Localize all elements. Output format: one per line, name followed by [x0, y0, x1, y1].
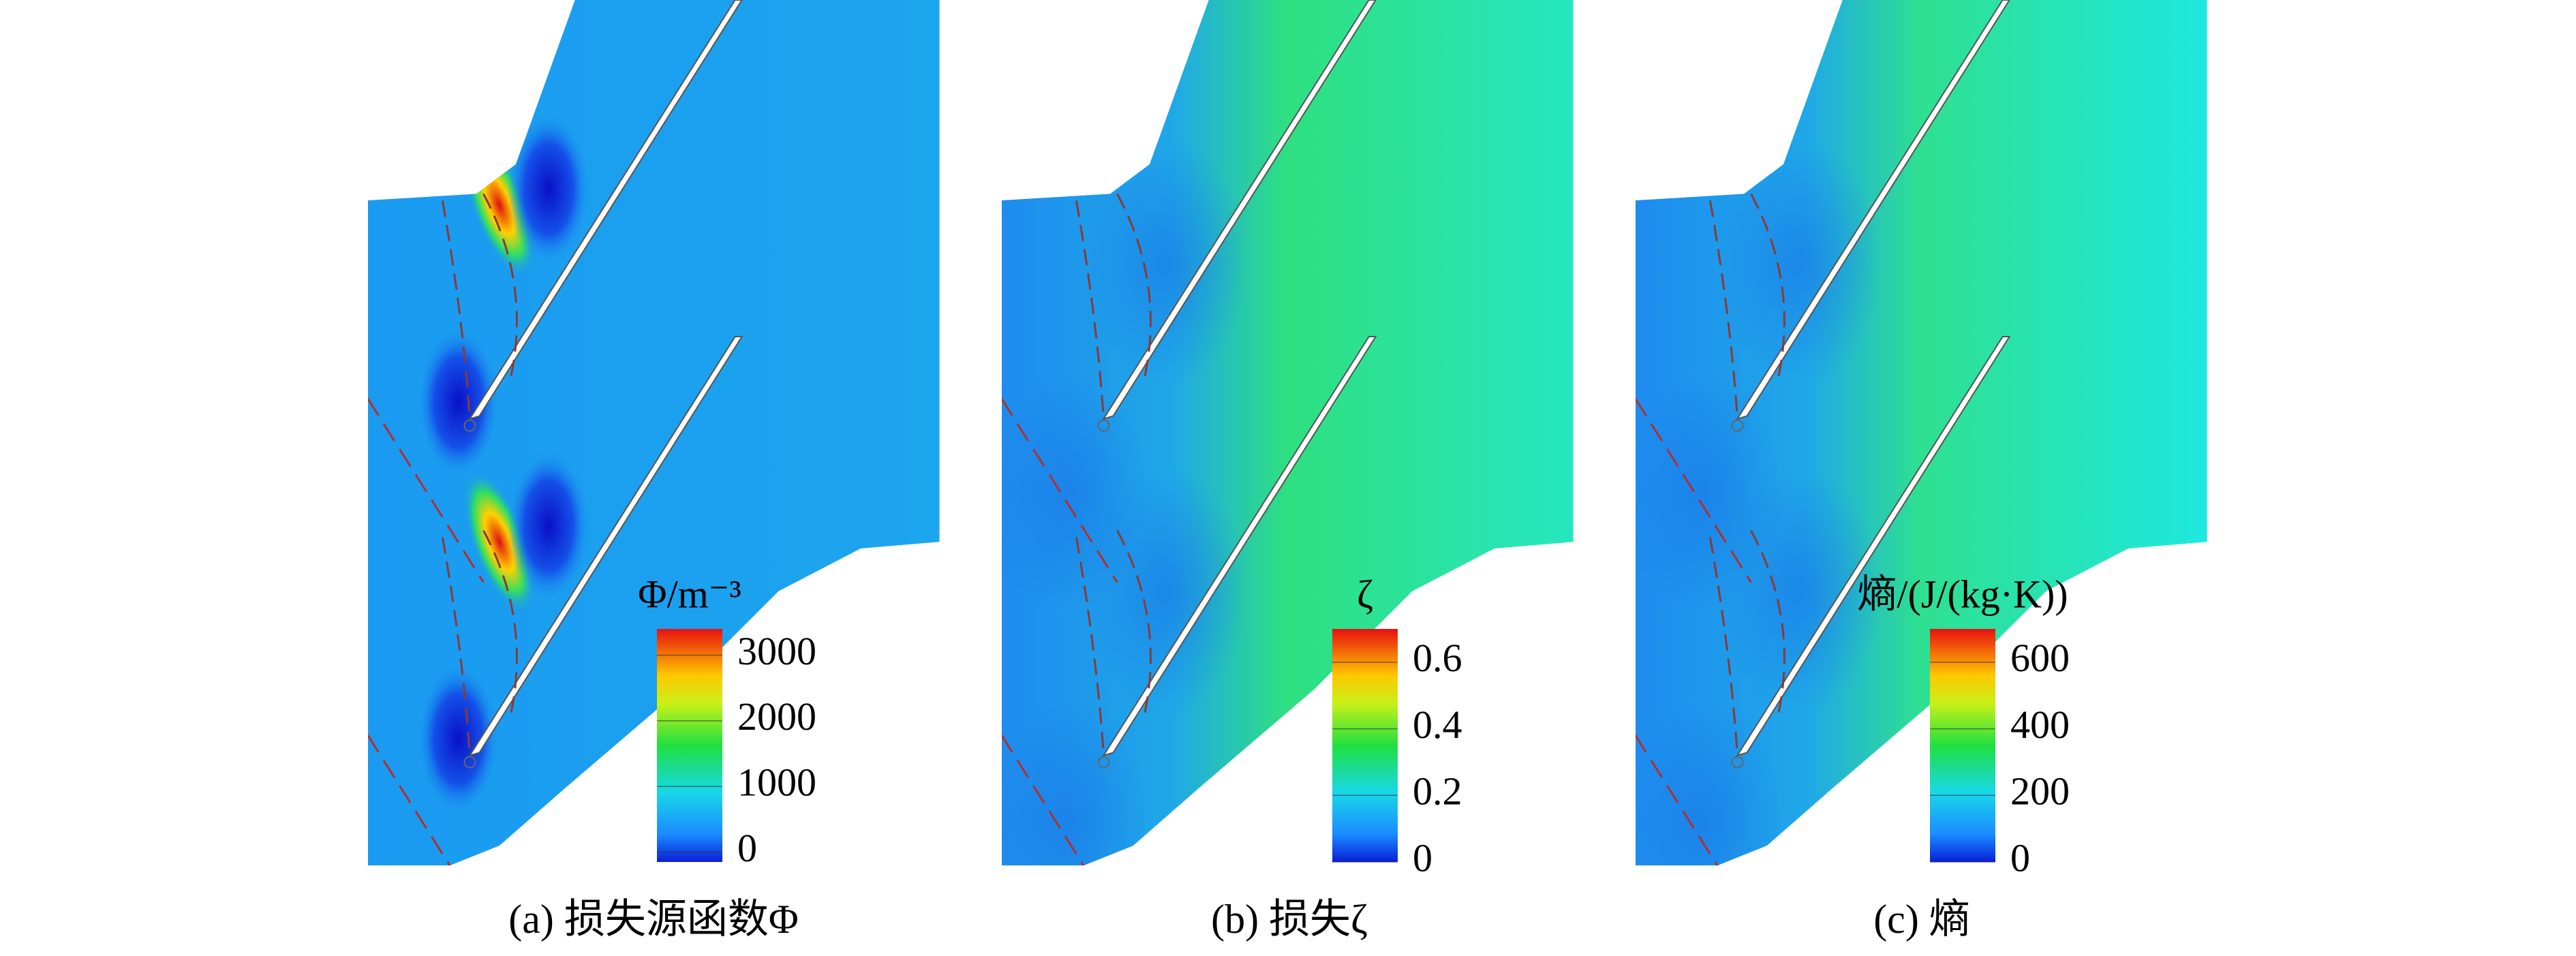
colorbar-tick-label: 400: [2010, 703, 2070, 747]
panel-caption: (c) 熵: [1873, 897, 1970, 942]
shock-line: [441, 200, 471, 419]
shock-line: [1116, 193, 1152, 378]
colorbar-tick-label: 3000: [737, 629, 816, 673]
shock-line: [1002, 397, 1118, 583]
blade: [1102, 336, 1377, 757]
low-loss-region: [417, 664, 500, 814]
colorbar-tick-label: 0: [1413, 835, 1432, 880]
colorbar-tick-label: 600: [2010, 636, 2070, 680]
contour-field: [1636, 0, 2207, 866]
low-loss-region: [508, 114, 590, 264]
leading-edge-marker: [1731, 419, 1744, 432]
shock-line: [1750, 193, 1785, 378]
high-loss-region: [463, 471, 536, 613]
low-loss-region: [508, 450, 590, 601]
colorbar-tick-label: 0: [2010, 835, 2030, 880]
low-loss-region: [417, 327, 500, 478]
shock-line: [1708, 200, 1738, 419]
colorbar-tick-label: 0.2: [1413, 769, 1462, 814]
shock-line: [368, 734, 485, 866]
blade: [468, 336, 743, 757]
colorbar-label: 熵/(J/(kg·K)): [1857, 572, 2068, 616]
colorbar-tick-label: 200: [2010, 769, 2070, 814]
blade: [1102, 0, 1377, 420]
contour-panel: ζ 0 0.2 0.4 0.6 (b) 损失ζ: [1002, 0, 1574, 942]
shock-line: [1708, 537, 1738, 756]
blade: [1736, 0, 2011, 420]
leading-edge-marker: [1731, 756, 1744, 769]
colorbar: [1332, 629, 1398, 862]
shock-line: [1636, 734, 1752, 866]
colorbar-tick-label: 2000: [737, 694, 816, 739]
colorbar-label: ζ: [1357, 572, 1373, 616]
leading-edge-marker: [1097, 756, 1110, 769]
colorbar-tick-label: 0.4: [1413, 703, 1462, 747]
leading-edge-marker: [463, 756, 476, 769]
colorbar: [657, 629, 722, 862]
low-loss-region: [1718, 468, 1882, 714]
shock-line: [482, 529, 518, 715]
leading-edge-marker: [463, 419, 476, 432]
colorbar-label: Φ/m⁻³: [638, 572, 741, 616]
panel-caption: (a) 损失源函数Φ: [508, 897, 798, 942]
low-loss-region: [1718, 140, 1882, 386]
contour-field: [368, 0, 940, 866]
blade: [1736, 336, 2011, 757]
leading-edge-marker: [1097, 419, 1110, 432]
colorbar: [1930, 629, 1995, 862]
contour-field: [1002, 0, 1574, 866]
shock-line: [1075, 537, 1105, 756]
blade: [468, 0, 743, 420]
shock-line: [1636, 397, 1752, 583]
contour-panel: 熵/(J/(kg·K)) 0 200 400 600 (c) 熵: [1636, 0, 2207, 942]
shock-line: [482, 193, 518, 378]
shock-line: [368, 397, 485, 583]
shock-line: [1002, 734, 1118, 866]
low-loss-region: [1084, 468, 1248, 714]
low-loss-region: [1084, 140, 1248, 386]
shock-line: [441, 537, 471, 756]
colorbar-tick-label: 1000: [737, 760, 816, 805]
colorbar-tick-label: 0: [737, 826, 757, 870]
colorbar-tick-label: 0.6: [1413, 636, 1462, 680]
shock-line: [1116, 529, 1152, 715]
shock-line: [1750, 529, 1785, 715]
shock-line: [1075, 200, 1105, 419]
panel-caption: (b) 损失ζ: [1211, 897, 1368, 942]
contour-panel: Φ/m⁻³ 0 1000 2000 3000 (a) 损失源函数Φ: [368, 0, 940, 942]
